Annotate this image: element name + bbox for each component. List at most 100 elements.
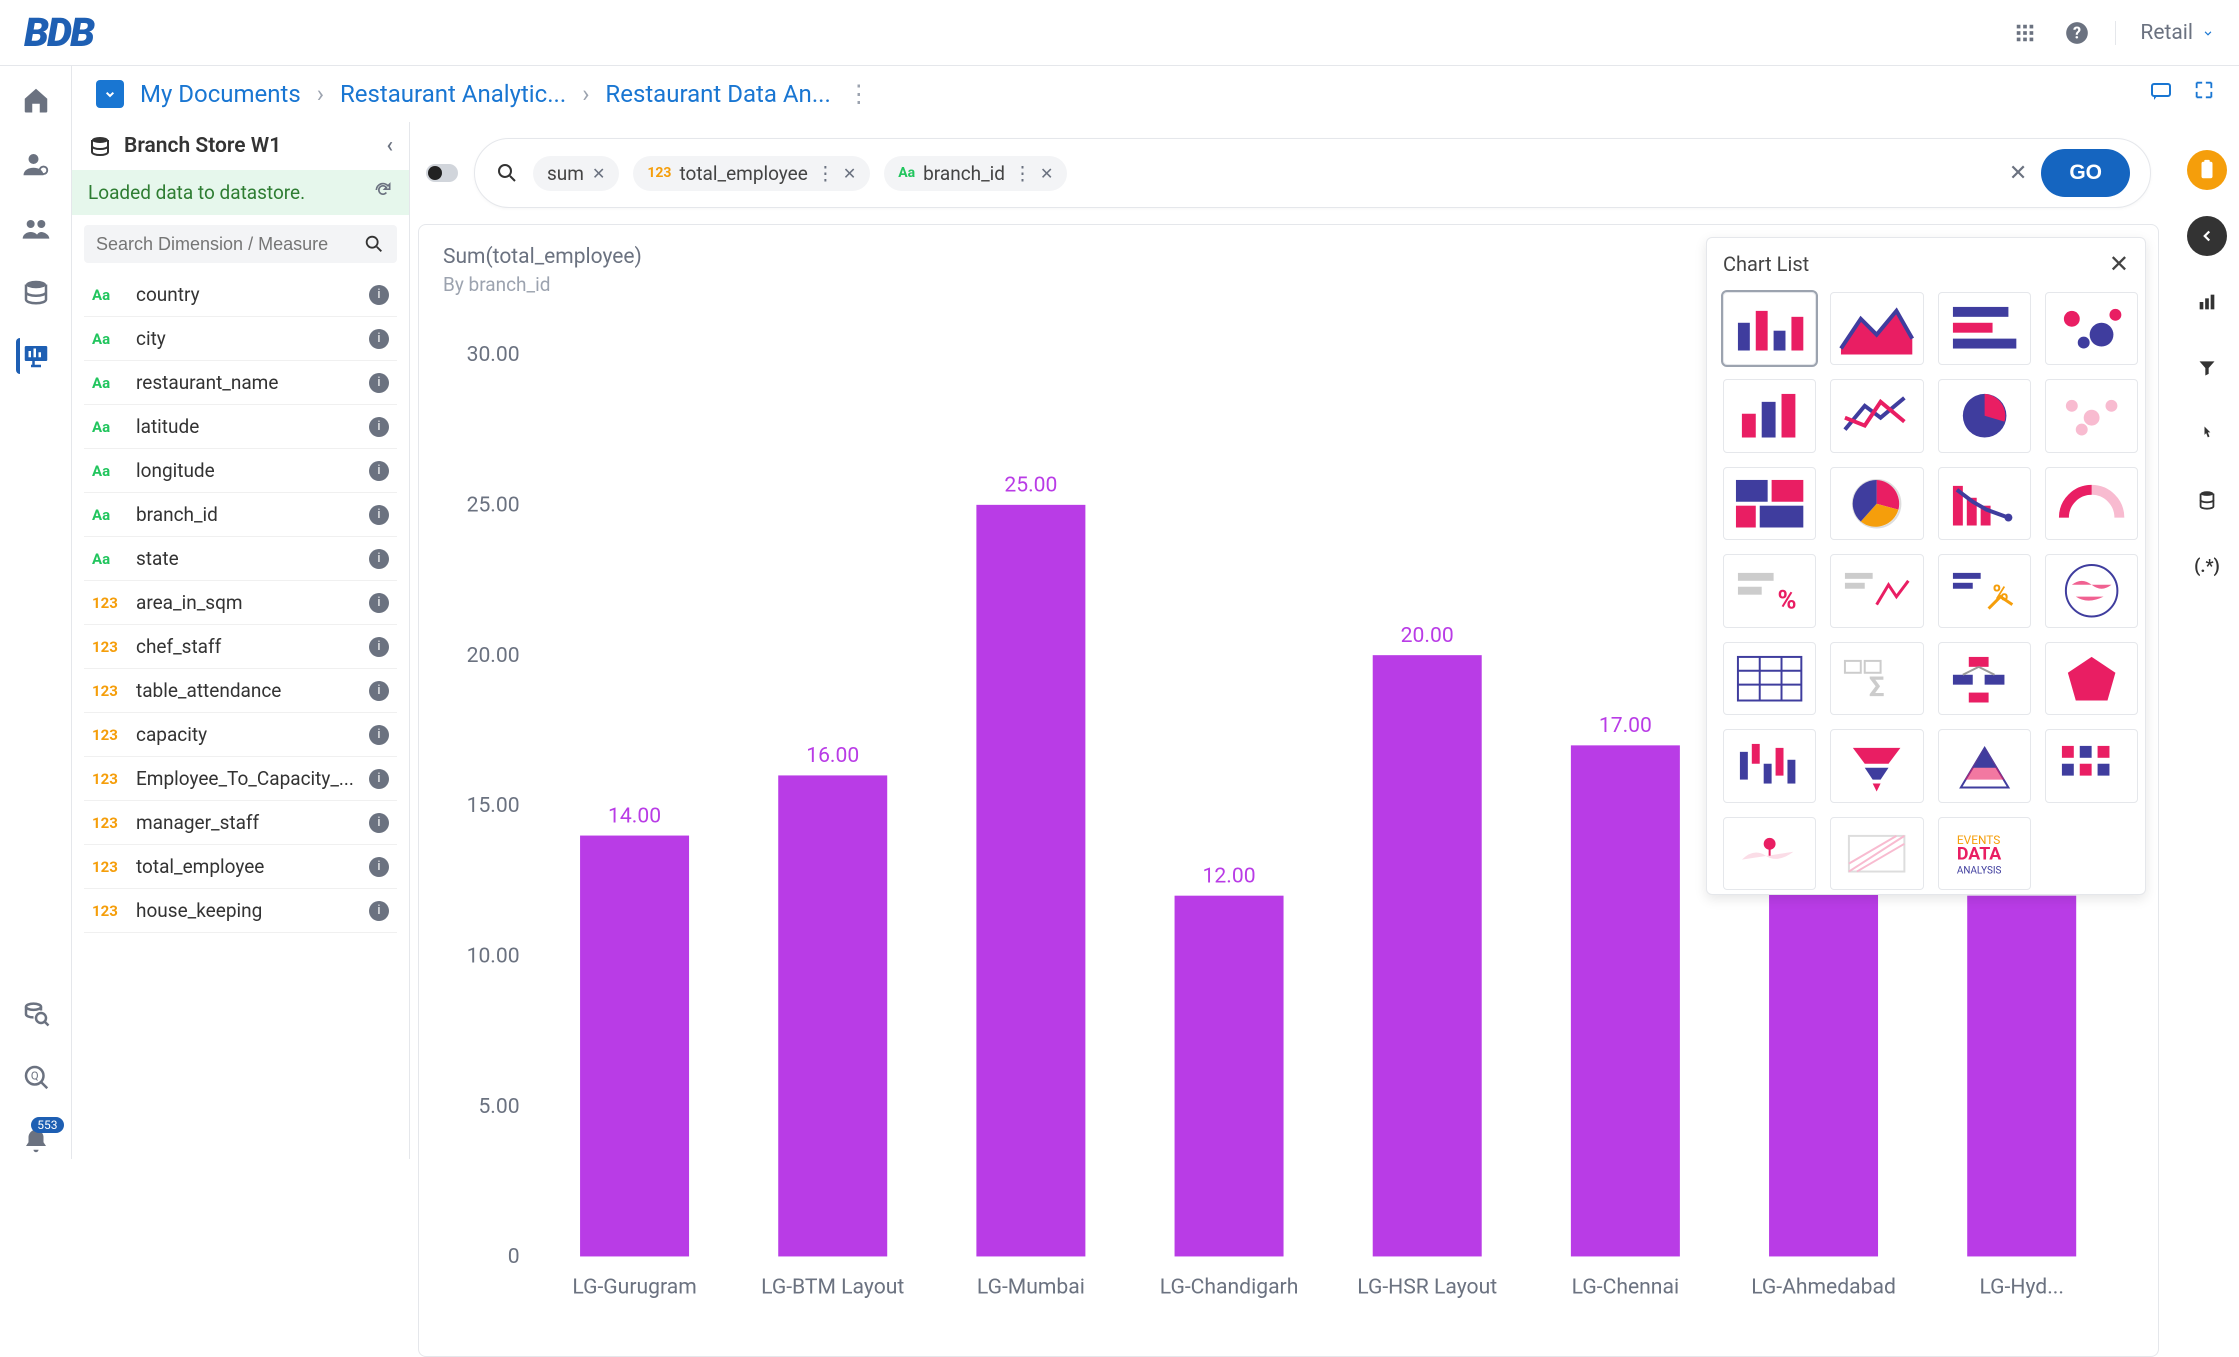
info-icon[interactable]: i — [369, 329, 389, 349]
field-item[interactable]: 123chef_staffi — [84, 625, 397, 669]
info-icon[interactable]: i — [369, 417, 389, 437]
rr-database-icon[interactable] — [2187, 480, 2227, 520]
field-item[interactable]: 123total_employeei — [84, 845, 397, 889]
breadcrumb-menu-icon[interactable] — [96, 80, 124, 108]
chart-type-thumb[interactable]: EVENTSDATAANALYSIS — [1938, 817, 2031, 890]
pill-measure[interactable]: 123 total_employee ⋮ ✕ — [633, 156, 870, 191]
chart-type-thumb[interactable] — [1723, 467, 1816, 540]
remove-pill-icon[interactable]: ✕ — [1040, 164, 1053, 183]
info-icon[interactable]: i — [369, 461, 389, 481]
rr-pointer-icon[interactable] — [2187, 414, 2227, 454]
comment-icon[interactable] — [2149, 79, 2173, 109]
field-item[interactable]: Aalongitudei — [84, 449, 397, 493]
chart-type-thumb[interactable] — [1938, 642, 2031, 715]
collapse-sidebar-icon[interactable]: ‹ — [386, 134, 393, 158]
field-search[interactable] — [84, 225, 397, 263]
field-item[interactable]: 123capacityi — [84, 713, 397, 757]
chart-type-thumb[interactable] — [1723, 379, 1816, 452]
clear-query-icon[interactable]: ✕ — [2009, 161, 2027, 186]
field-item[interactable]: Aarestaurant_namei — [84, 361, 397, 405]
field-item[interactable]: Aalatitudei — [84, 405, 397, 449]
more-icon[interactable]: ⋮ — [847, 80, 871, 108]
breadcrumb-root[interactable]: My Documents — [140, 80, 301, 108]
info-icon[interactable]: i — [369, 901, 389, 921]
pill-aggregate[interactable]: sum ✕ — [533, 156, 619, 191]
rr-back-icon[interactable] — [2187, 216, 2227, 256]
chart-type-thumb[interactable] — [1938, 467, 2031, 540]
search-icon[interactable] — [495, 161, 519, 185]
field-item[interactable]: Aabranch_idi — [84, 493, 397, 537]
rr-chart-icon[interactable] — [2187, 282, 2227, 322]
chart-type-thumb[interactable] — [1938, 292, 2031, 365]
chart-type-thumb[interactable] — [1723, 642, 1816, 715]
chart-type-thumb[interactable] — [2045, 554, 2138, 627]
info-icon[interactable]: i — [369, 725, 389, 745]
field-item[interactable]: 123table_attendancei — [84, 669, 397, 713]
info-icon[interactable]: i — [369, 769, 389, 789]
remove-pill-icon[interactable]: ✕ — [843, 164, 856, 183]
info-icon[interactable]: i — [369, 505, 389, 525]
chart-type-thumb[interactable] — [1723, 729, 1816, 802]
field-item[interactable]: 123house_keepingi — [84, 889, 397, 933]
refresh-icon[interactable] — [373, 180, 393, 205]
field-item[interactable]: Aacountryi — [84, 273, 397, 317]
workspace-selector[interactable]: Retail — [2115, 21, 2215, 45]
chart-type-thumb[interactable] — [2045, 729, 2138, 802]
info-icon[interactable]: i — [369, 593, 389, 613]
help-icon[interactable]: ? — [2063, 19, 2091, 47]
info-icon[interactable]: i — [369, 637, 389, 657]
rail-user-settings-icon[interactable] — [18, 146, 54, 182]
info-icon[interactable]: i — [369, 813, 389, 833]
fullscreen-icon[interactable] — [2193, 79, 2215, 109]
field-item[interactable]: Aastatei — [84, 537, 397, 581]
chart-type-thumb[interactable] — [1938, 379, 2031, 452]
rail-zoom-icon[interactable]: Q — [18, 1059, 54, 1095]
chart-type-thumb[interactable] — [1830, 554, 1923, 627]
chart-type-thumb[interactable] — [2045, 379, 2138, 452]
field-item[interactable]: 123area_in_sqmi — [84, 581, 397, 625]
chart-type-thumb[interactable]: % — [1723, 554, 1816, 627]
chart-type-thumb[interactable] — [1830, 467, 1923, 540]
rr-regex-icon[interactable]: (.*) — [2187, 546, 2227, 586]
breadcrumb-leaf[interactable]: Restaurant Data An... — [605, 80, 830, 108]
info-icon[interactable]: i — [369, 285, 389, 305]
chart-type-thumb[interactable] — [1830, 379, 1923, 452]
go-button[interactable]: GO — [2041, 149, 2130, 197]
chart-type-thumb[interactable] — [2045, 642, 2138, 715]
pill-menu-icon[interactable]: ⋮ — [816, 162, 835, 185]
chart-type-thumb[interactable] — [1938, 729, 2031, 802]
pill-menu-icon[interactable]: ⋮ — [1013, 162, 1032, 185]
field-item[interactable]: Aacityi — [84, 317, 397, 361]
rail-home-icon[interactable] — [18, 82, 54, 118]
chart-type-thumb[interactable] — [1830, 292, 1923, 365]
chart-type-thumb[interactable]: % — [1938, 554, 2031, 627]
rail-users-icon[interactable] — [18, 210, 54, 246]
query-toggle[interactable] — [426, 164, 458, 182]
rail-notifications-icon[interactable]: 553 — [18, 1123, 54, 1159]
breadcrumb-mid[interactable]: Restaurant Analytic... — [340, 80, 566, 108]
field-item[interactable]: 123manager_staffi — [84, 801, 397, 845]
chart-type-thumb[interactable] — [1723, 292, 1816, 365]
rr-clipboard-icon[interactable] — [2187, 150, 2227, 190]
field-item[interactable]: 123Employee_To_Capacity_...i — [84, 757, 397, 801]
chart-type-thumb[interactable] — [2045, 467, 2138, 540]
chart-type-thumb[interactable]: Σ — [1830, 642, 1923, 715]
close-icon[interactable]: ✕ — [2109, 250, 2129, 278]
chart-type-thumb[interactable] — [1830, 817, 1923, 890]
chart-type-thumb[interactable] — [1723, 817, 1816, 890]
rail-analytics-icon[interactable] — [16, 338, 52, 374]
apps-icon[interactable] — [2011, 19, 2039, 47]
info-icon[interactable]: i — [369, 549, 389, 569]
chart-type-thumb[interactable] — [2045, 292, 2138, 365]
info-icon[interactable]: i — [369, 681, 389, 701]
field-search-input[interactable] — [96, 234, 363, 255]
chart-type-thumb[interactable] — [1830, 729, 1923, 802]
info-icon[interactable]: i — [369, 857, 389, 877]
rail-data-icon[interactable] — [18, 274, 54, 310]
field-type-label: Aa — [92, 506, 124, 524]
info-icon[interactable]: i — [369, 373, 389, 393]
pill-dimension[interactable]: Aa branch_id ⋮ ✕ — [884, 156, 1067, 191]
rail-search-data-icon[interactable] — [18, 995, 54, 1031]
remove-pill-icon[interactable]: ✕ — [592, 164, 605, 183]
rr-filter-icon[interactable] — [2187, 348, 2227, 388]
